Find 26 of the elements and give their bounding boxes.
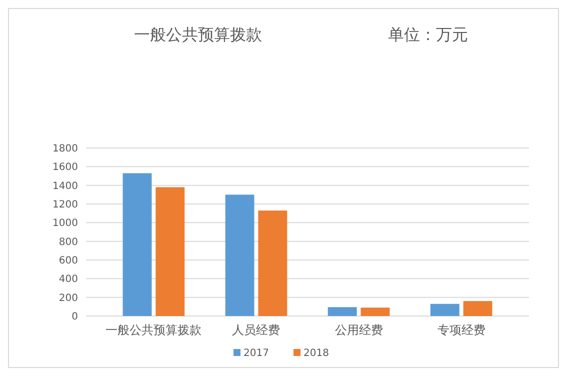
y-tick-label: 1400 [52, 180, 78, 192]
x-tick-label: 一般公共预算拨款 [106, 323, 202, 337]
bar [328, 307, 357, 316]
legend-label: 2018 [304, 348, 329, 359]
y-tick-label: 1200 [52, 200, 78, 210]
y-tick-label: 400 [58, 274, 78, 286]
y-tick-label: 200 [58, 292, 78, 304]
y-tick-label: 800 [58, 236, 78, 248]
chart-subtitle: 单位：万元 [388, 25, 468, 44]
bar [360, 308, 390, 316]
bar [430, 304, 460, 316]
y-tick-label: 1600 [52, 162, 78, 174]
bar [156, 187, 185, 316]
bar [122, 173, 152, 316]
bar [225, 194, 254, 316]
x-tick-label: 公用经费 [334, 323, 383, 337]
chart-title: 一般公共预算拨款 [134, 25, 262, 44]
legend-label: 2017 [244, 348, 269, 359]
bar [258, 210, 288, 316]
y-tick-label: 1000 [52, 218, 78, 230]
y-tick-label: 600 [58, 256, 78, 266]
x-tick-label: 人员经费 [232, 323, 280, 337]
y-tick-label: 1800 [52, 144, 78, 154]
x-tick-label: 专项经费 [437, 323, 486, 337]
bar [463, 301, 492, 316]
y-tick-label: 0 [72, 312, 78, 322]
